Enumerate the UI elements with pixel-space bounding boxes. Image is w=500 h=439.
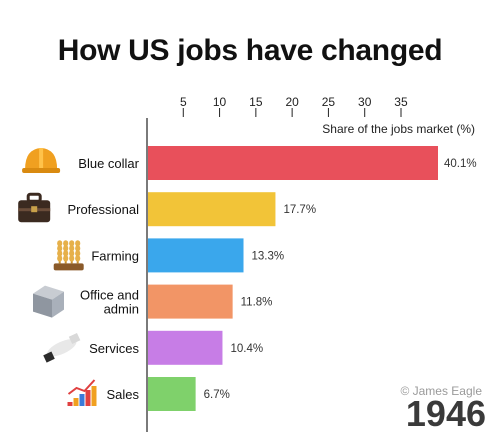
category-label: Professional	[67, 202, 139, 217]
category-label: Sales	[106, 387, 139, 402]
x-tick-label: 35	[394, 95, 408, 109]
category-label: Blue collar	[78, 156, 139, 171]
handshake-icon	[43, 333, 81, 363]
value-label: 17.7%	[283, 204, 316, 216]
x-axis-label: Share of the jobs market (%)	[322, 122, 475, 136]
briefcase-icon	[18, 192, 51, 223]
x-tick-label: 15	[249, 95, 263, 109]
year-label: 1946	[405, 393, 486, 434]
credit-label: © James Eagle	[400, 384, 482, 398]
x-tick-label: 5	[180, 95, 187, 109]
category-label: Farming	[91, 248, 139, 263]
x-tick-label: 30	[358, 95, 372, 109]
hard-hat-icon	[22, 148, 61, 173]
value-label: 40.1%	[444, 158, 477, 170]
bar-professional	[148, 192, 276, 227]
value-label: 10.4%	[230, 343, 263, 355]
bar-blue-collar	[148, 146, 438, 180]
sales-chart-icon	[67, 379, 97, 406]
x-tick-label: 25	[322, 95, 336, 109]
x-tick-label: 20	[285, 95, 299, 109]
value-label: 11.8%	[241, 297, 273, 309]
value-label: 13.3%	[252, 250, 285, 262]
bar-office-and-admin	[148, 284, 233, 319]
chart-title: How US jobs have changed	[57, 34, 443, 67]
x-tick-label: 10	[213, 95, 227, 109]
bar-sales	[148, 377, 196, 411]
bar-services	[148, 330, 223, 365]
category-label: Office and admin	[80, 288, 139, 317]
bar-farming	[148, 238, 244, 273]
filing-cabinet-icon	[33, 285, 64, 318]
wheat-icon	[53, 240, 84, 271]
value-label: 6.7%	[204, 389, 230, 401]
category-label: Services	[89, 341, 139, 356]
